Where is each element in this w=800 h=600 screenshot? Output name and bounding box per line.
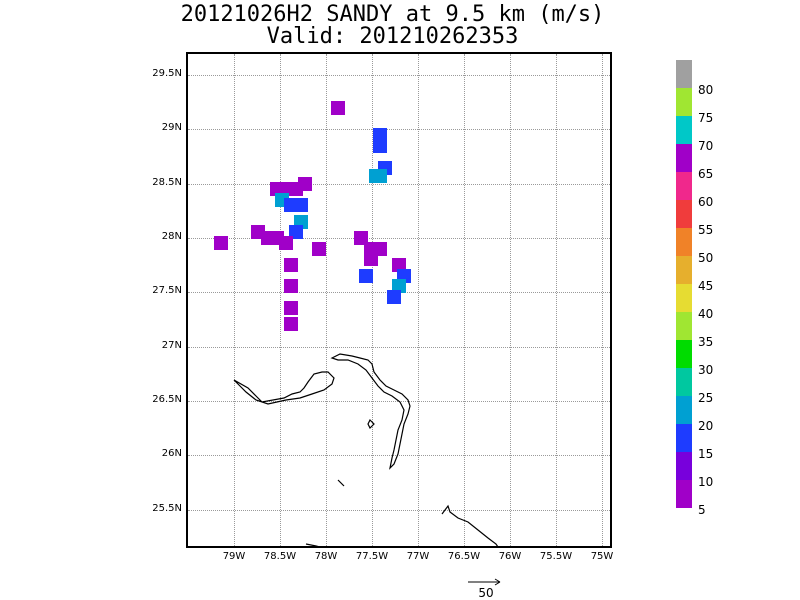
x-tick-label: 77W bbox=[406, 551, 430, 562]
chart-subtitle: Valid: 201210262353 bbox=[266, 24, 519, 49]
colorbar-label: 55 bbox=[698, 223, 714, 237]
x-tick-label: 78.5W bbox=[263, 551, 297, 562]
wind-cell bbox=[331, 101, 346, 116]
gridline bbox=[556, 54, 557, 546]
x-tick-label: 79W bbox=[222, 551, 246, 562]
x-tick-label: 77.5W bbox=[355, 551, 389, 562]
x-tick-label: 76W bbox=[498, 551, 522, 562]
gridline bbox=[280, 54, 281, 546]
gridline bbox=[418, 54, 419, 546]
colorbar-segment bbox=[676, 144, 692, 172]
wind-cell bbox=[359, 268, 374, 283]
colorbar-label: 75 bbox=[698, 111, 714, 125]
x-tick-label: 76.5W bbox=[447, 551, 481, 562]
colorbar-label: 5 bbox=[698, 503, 706, 517]
colorbar-label: 40 bbox=[698, 307, 714, 321]
colorbar-segment bbox=[676, 396, 692, 424]
gridline bbox=[188, 347, 610, 348]
x-tick-label: 75.5W bbox=[539, 551, 573, 562]
coastline bbox=[233, 353, 499, 546]
colorbar-segment bbox=[676, 424, 692, 452]
y-tick-label: 28.5N bbox=[152, 177, 182, 188]
x-tick-label: 78W bbox=[314, 551, 338, 562]
colorbar-segment bbox=[676, 60, 692, 88]
colorbar-label: 30 bbox=[698, 363, 714, 377]
gridline bbox=[188, 75, 610, 76]
colorbar-label: 20 bbox=[698, 419, 714, 433]
y-tick-label: 27.5N bbox=[152, 285, 182, 296]
wind-cell bbox=[284, 257, 299, 272]
colorbar-label: 60 bbox=[698, 195, 714, 209]
gridline bbox=[464, 54, 465, 546]
reference-vector-arrow-icon bbox=[468, 578, 501, 586]
wind-cell bbox=[373, 169, 388, 184]
wind-cell bbox=[392, 279, 406, 294]
wind-cell bbox=[298, 176, 313, 191]
wind-cell bbox=[373, 128, 388, 143]
wind-cell bbox=[293, 214, 308, 229]
colorbar-segment bbox=[676, 172, 692, 200]
y-tick-label: 29.5N bbox=[152, 68, 182, 79]
wind-cell bbox=[373, 241, 388, 256]
gridline bbox=[510, 54, 511, 546]
colorbar-label: 70 bbox=[698, 139, 714, 153]
y-tick-label: 25.5N bbox=[152, 503, 182, 514]
gridline bbox=[188, 455, 610, 456]
reference-vector-label: 50 bbox=[478, 586, 494, 600]
colorbar-label: 45 bbox=[698, 279, 714, 293]
y-tick-label: 27N bbox=[161, 340, 182, 351]
colorbar-label: 15 bbox=[698, 447, 714, 461]
colorbar-segment bbox=[676, 200, 692, 228]
gridline bbox=[234, 54, 235, 546]
colorbar-segment bbox=[676, 256, 692, 284]
wind-cell bbox=[396, 268, 411, 283]
gridline bbox=[372, 54, 373, 546]
colorbar-label: 65 bbox=[698, 167, 714, 181]
colorbar-segment bbox=[676, 284, 692, 312]
wind-cell bbox=[288, 225, 303, 240]
colorbar-segment bbox=[676, 312, 692, 340]
wind-cell bbox=[363, 252, 378, 267]
chart-title: 20121026H2 SANDY at 9.5 km (m/s) bbox=[180, 2, 605, 27]
wind-cell bbox=[392, 257, 406, 272]
colorbar-segment bbox=[676, 340, 692, 368]
gridline bbox=[188, 238, 610, 239]
wind-cell bbox=[213, 236, 228, 251]
colorbar-segment bbox=[676, 368, 692, 396]
gridline bbox=[326, 54, 327, 546]
y-tick-label: 26N bbox=[161, 448, 182, 459]
wind-cell bbox=[387, 290, 402, 305]
colorbar-segment bbox=[676, 452, 692, 480]
gridline bbox=[602, 54, 603, 546]
wind-cell bbox=[279, 236, 294, 251]
wind-cell bbox=[312, 241, 327, 256]
colorbar-label: 10 bbox=[698, 475, 714, 489]
wind-cell bbox=[354, 230, 369, 245]
colorbar-segment bbox=[676, 88, 692, 116]
wind-cell bbox=[293, 198, 308, 213]
colorbar-segment bbox=[676, 228, 692, 256]
wind-cell bbox=[373, 138, 388, 153]
map-plot-area bbox=[186, 52, 612, 548]
colorbar-label: 35 bbox=[698, 335, 714, 349]
wind-cell bbox=[284, 301, 299, 316]
gridline bbox=[188, 184, 610, 185]
gridline bbox=[188, 510, 610, 511]
gridline bbox=[188, 129, 610, 130]
y-tick-label: 29N bbox=[161, 122, 182, 133]
wind-cell bbox=[284, 317, 299, 332]
colorbar-label: 25 bbox=[698, 391, 714, 405]
y-tick-label: 28N bbox=[161, 231, 182, 242]
x-tick-label: 75W bbox=[590, 551, 614, 562]
colorbar-label: 50 bbox=[698, 251, 714, 265]
wind-cell bbox=[284, 279, 299, 294]
colorbar-segment bbox=[676, 116, 692, 144]
y-tick-label: 26.5N bbox=[152, 394, 182, 405]
colorbar-label: 80 bbox=[698, 83, 714, 97]
colorbar-segment bbox=[676, 480, 692, 508]
